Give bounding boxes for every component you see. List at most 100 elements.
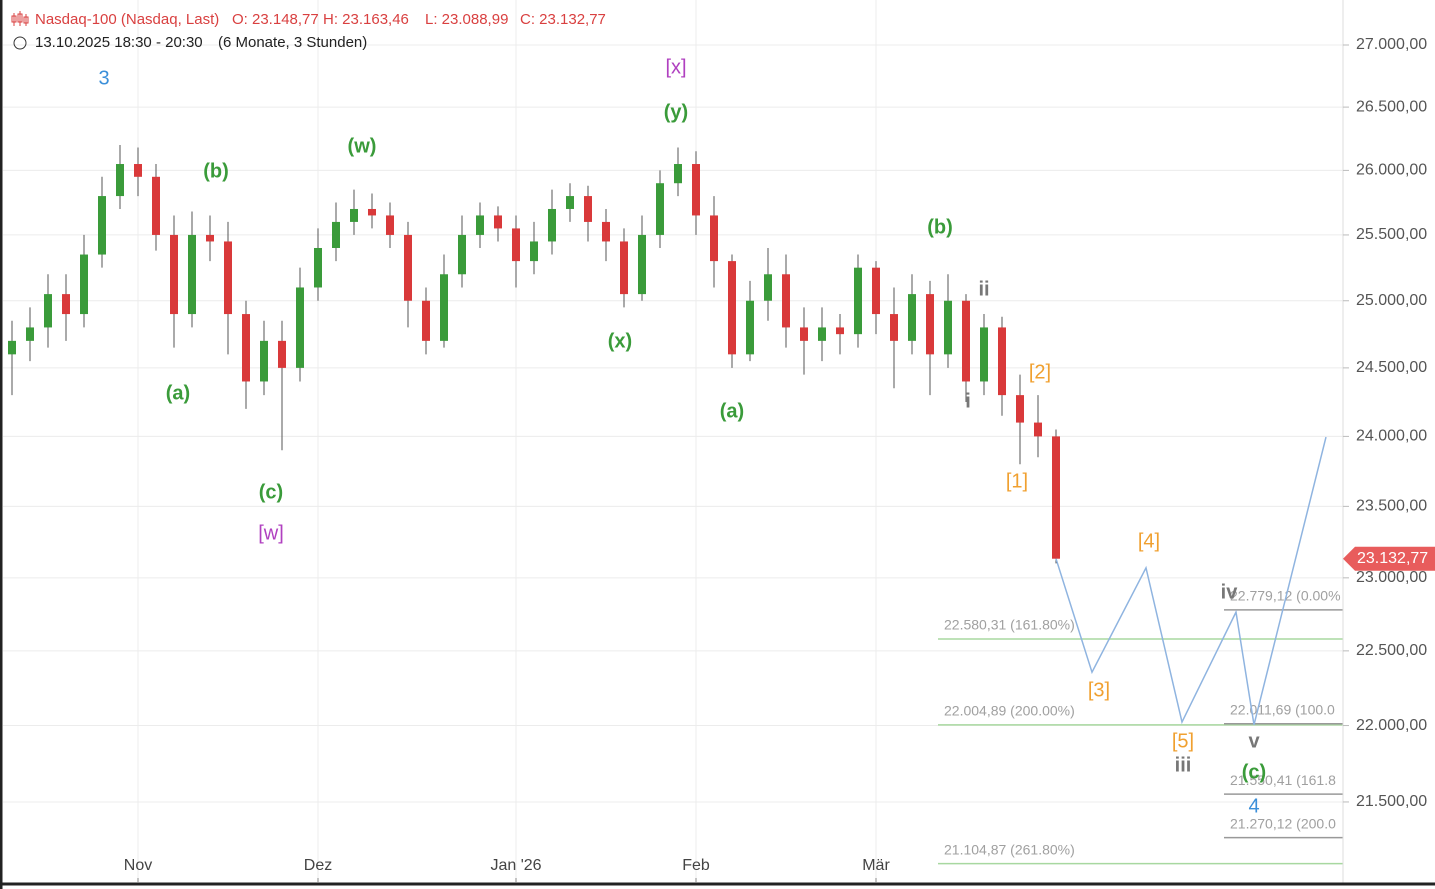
- wave-label: [w]: [258, 522, 284, 544]
- candle-body: [818, 327, 826, 341]
- candle-body: [116, 164, 124, 197]
- wave-label: [2]: [1029, 361, 1051, 383]
- candle-body: [458, 234, 466, 275]
- candle-body: [710, 215, 718, 262]
- candle-body: [1034, 422, 1042, 437]
- clock-icon: [13, 36, 27, 50]
- candle-body: [170, 234, 178, 315]
- ohlc-label: C: 23.132,77: [520, 11, 606, 28]
- header-icon: [11, 11, 29, 26]
- wave-label: iii: [1175, 754, 1192, 776]
- wave-label: [1]: [1006, 470, 1028, 492]
- y-tick-label: 24.500,00: [1356, 359, 1427, 376]
- candle-body: [476, 215, 484, 235]
- candle-body: [80, 254, 88, 315]
- candle-body: [980, 327, 988, 382]
- candle-body: [926, 294, 934, 355]
- candle-body: [872, 267, 880, 315]
- fib-label: 22.779,12 (0.00%: [1230, 588, 1341, 604]
- candle-body: [836, 327, 844, 335]
- wave-label: 3: [98, 67, 109, 89]
- candle-body: [260, 340, 268, 382]
- wave-label: (b): [927, 216, 953, 238]
- price-tag-label: 23.132,77: [1357, 550, 1428, 567]
- candle-body: [296, 287, 304, 368]
- fib-label: 21.270,12 (200.0: [1230, 815, 1336, 831]
- candle-body: [692, 164, 700, 216]
- candle-body: [656, 183, 664, 235]
- wave-label: iv: [1221, 581, 1239, 603]
- candle-body: [584, 196, 592, 222]
- wave-label: (w): [348, 135, 377, 157]
- price-tag: [1343, 546, 1435, 571]
- wave-label: [x]: [665, 56, 686, 78]
- candle-body: [998, 327, 1006, 396]
- period: (6 Monate, 3 Stunden): [218, 34, 367, 51]
- wave-label: [3]: [1088, 679, 1110, 701]
- candle-body: [440, 274, 448, 341]
- wave-label: (y): [664, 101, 688, 123]
- candle-body: [674, 164, 682, 184]
- candle-body: [746, 300, 754, 355]
- y-tick-label: 24.000,00: [1356, 428, 1427, 445]
- y-tick-label: 21.500,00: [1356, 793, 1427, 810]
- candle-body: [1052, 436, 1060, 559]
- candle-body: [314, 247, 322, 288]
- fib-label: 21.104,87 (261.80%): [944, 841, 1075, 857]
- x-tick-label: Feb: [682, 857, 710, 874]
- y-tick-label: 25.000,00: [1356, 292, 1427, 309]
- candle-body: [908, 294, 916, 341]
- title: Nasdaq-100 (Nasdaq, Last): [35, 11, 219, 28]
- ohlc-label: L: 23.088,99: [425, 11, 508, 28]
- candle-body: [548, 208, 556, 242]
- ohlc-label: H: 23.163,46: [323, 11, 409, 28]
- fib-label: 22.004,89 (200.00%): [944, 703, 1075, 719]
- wave-label: (c): [1242, 761, 1266, 783]
- candle-body: [386, 215, 394, 235]
- candle-body: [224, 241, 232, 315]
- candle-body: [944, 300, 952, 355]
- candle-body: [242, 314, 250, 382]
- candle-body: [368, 208, 376, 216]
- y-tick-label: 26.000,00: [1356, 162, 1427, 179]
- candle-body: [962, 300, 970, 382]
- candle-body: [728, 261, 736, 355]
- wave-label: (x): [608, 330, 632, 352]
- candle-body: [782, 274, 790, 328]
- grid: [3, 0, 1343, 883]
- candle-body: [152, 176, 160, 235]
- plot-area: 22.580,31 (161.80%) 22.004,89 (200.00%) 21…: [8, 144, 1343, 865]
- candle-body: [8, 340, 16, 355]
- candle-body: [332, 221, 340, 248]
- candle-body: [854, 267, 862, 335]
- fib-label: 21.550,41 (161.8: [1230, 772, 1336, 788]
- candle-body: [98, 196, 106, 255]
- candle-body: [44, 294, 52, 328]
- candle-body: [278, 340, 286, 368]
- wave-label: ii: [978, 278, 989, 300]
- wave-label: (a): [166, 382, 190, 404]
- x-tick-label: Mär: [862, 857, 890, 874]
- y-tick-label: 25.500,00: [1356, 226, 1427, 243]
- y-tick-label: 23.500,00: [1356, 498, 1427, 515]
- y-tick-label: 23.000,00: [1356, 569, 1427, 586]
- wave-label: i: [965, 390, 971, 412]
- y-tick-label: 26.500,00: [1356, 98, 1427, 115]
- wave-label: 4: [1248, 795, 1259, 817]
- candle-body: [1016, 395, 1024, 423]
- candle-body: [764, 274, 772, 301]
- x-tick-label: Dez: [304, 857, 332, 874]
- candle-body: [800, 327, 808, 341]
- subtitle: 13.10.2025 18:30 - 20:30: [35, 34, 203, 51]
- candle-body: [530, 241, 538, 262]
- candle-body: [890, 314, 898, 341]
- wave-label: [4]: [1138, 530, 1160, 552]
- candle-body: [188, 234, 196, 315]
- candle-body: [638, 234, 646, 295]
- candle-body: [206, 234, 214, 242]
- wave-label: (c): [259, 481, 283, 503]
- ohlc-label: O: 23.148,77: [232, 11, 319, 28]
- candle-body: [62, 294, 70, 315]
